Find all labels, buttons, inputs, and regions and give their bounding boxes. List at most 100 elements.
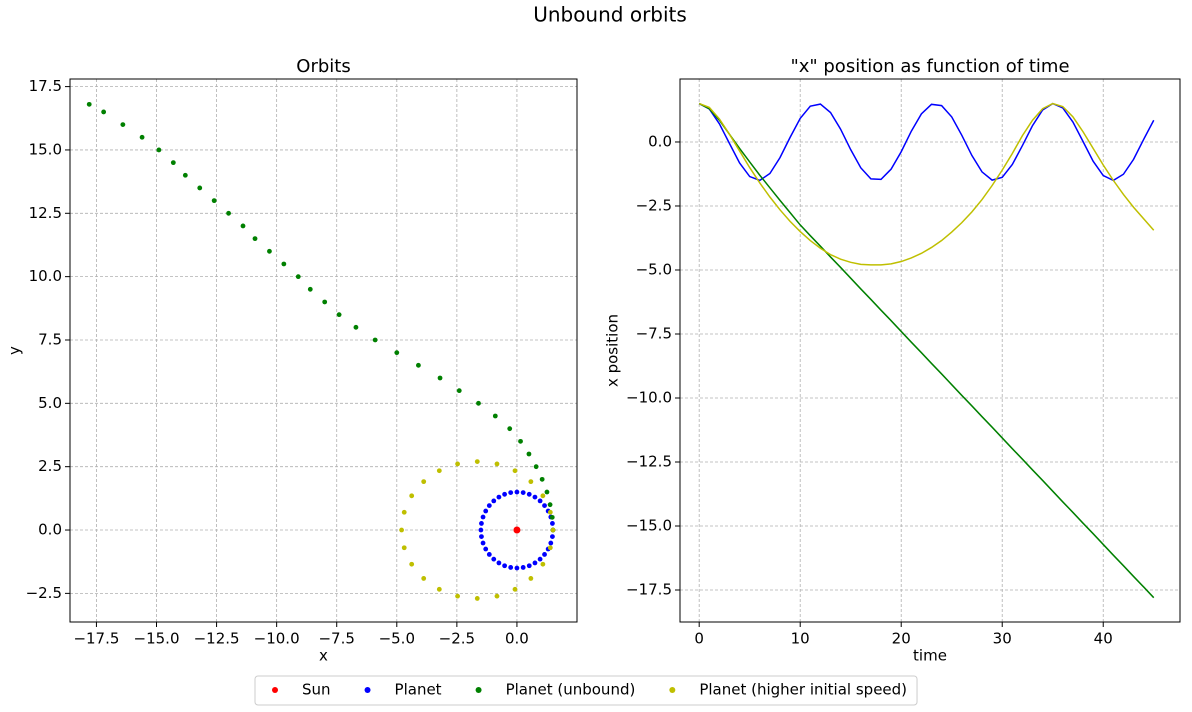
x-tick-label: −2.5	[439, 630, 475, 648]
point	[533, 464, 539, 470]
point	[226, 210, 231, 216]
point	[101, 109, 107, 115]
point	[537, 498, 543, 504]
point	[436, 586, 442, 592]
point	[528, 576, 534, 581]
point	[437, 375, 443, 381]
legend-label: Planet	[395, 681, 442, 699]
x-tick-label: 10	[791, 630, 810, 648]
point	[508, 490, 514, 495]
line	[698, 102, 1155, 599]
point	[86, 101, 92, 107]
point	[550, 521, 555, 526]
point	[520, 490, 526, 495]
point	[550, 527, 556, 533]
chart-title: "x" position as function of time	[790, 56, 1069, 77]
point	[281, 261, 287, 267]
point	[507, 426, 513, 432]
line	[698, 102, 1155, 182]
line	[698, 102, 1155, 266]
point	[479, 534, 484, 540]
x-tick-label: −12.5	[194, 630, 240, 648]
point	[456, 388, 462, 394]
point	[421, 576, 427, 581]
y-tick-label: −10.0	[626, 388, 672, 406]
point	[496, 494, 502, 500]
point	[156, 147, 162, 153]
point	[502, 491, 508, 497]
y-axis-label: y	[6, 346, 24, 355]
legend-label: Planet (higher initial speed)	[699, 681, 907, 699]
x-tick-label: 40	[1094, 630, 1113, 648]
x-tick-label: −17.5	[73, 630, 119, 648]
point	[476, 400, 481, 406]
point	[401, 509, 407, 515]
point	[322, 299, 328, 305]
x-tick-label: 30	[993, 630, 1012, 648]
legend-marker	[364, 687, 371, 693]
point	[394, 350, 400, 356]
point	[421, 479, 427, 485]
point	[514, 565, 520, 571]
legend-label: Sun	[302, 681, 331, 699]
point	[416, 362, 421, 368]
point	[483, 546, 489, 552]
point	[496, 560, 502, 566]
point	[455, 593, 460, 599]
point	[455, 461, 460, 467]
chart-title: Orbits	[296, 56, 350, 77]
point	[549, 514, 555, 520]
point	[480, 540, 486, 546]
point	[550, 534, 555, 540]
point	[542, 552, 547, 557]
x-tick-label: 0	[694, 630, 704, 648]
point	[528, 479, 534, 485]
x-axis-label: x	[319, 647, 328, 665]
x-tick-label: 20	[892, 630, 911, 648]
y-axis-label: x position	[604, 314, 622, 387]
point	[399, 527, 404, 533]
y-tick-label: 0.0	[38, 521, 62, 539]
point	[508, 565, 514, 570]
legend-label: Planet (unbound)	[506, 681, 636, 699]
point	[540, 493, 546, 499]
point	[547, 545, 553, 551]
y-tick-label: 17.5	[29, 77, 62, 95]
point	[401, 545, 407, 551]
point	[491, 556, 497, 562]
point	[267, 248, 272, 254]
y-tick-label: −2.5	[26, 584, 62, 602]
point	[170, 160, 176, 166]
point	[436, 468, 442, 474]
point	[542, 503, 547, 508]
y-tick-label: 2.5	[38, 457, 62, 475]
point	[512, 468, 518, 474]
point	[547, 509, 553, 515]
point	[336, 312, 342, 318]
point	[409, 561, 415, 567]
point	[526, 491, 532, 497]
legend-marker	[272, 687, 278, 693]
point	[492, 413, 498, 419]
point	[478, 527, 484, 533]
point	[182, 172, 188, 178]
legend-frame	[254, 675, 918, 706]
point	[526, 451, 532, 457]
point	[480, 514, 486, 520]
y-tick-label: −17.5	[626, 580, 672, 598]
y-tick-label: −12.5	[626, 452, 672, 470]
point	[547, 502, 553, 508]
point	[211, 198, 217, 204]
x-tick-label: 0.0	[505, 630, 529, 648]
legend-marker	[669, 687, 676, 693]
point	[353, 324, 359, 330]
plot-frame	[69, 78, 578, 623]
y-tick-label: 0.0	[648, 132, 672, 150]
y-tick-label: −5.0	[636, 260, 672, 278]
point	[197, 185, 203, 191]
point	[539, 476, 545, 482]
y-tick-label: 12.5	[29, 204, 62, 222]
y-tick-label: 7.5	[38, 330, 62, 348]
point	[372, 337, 378, 343]
y-tick-label: −2.5	[636, 196, 672, 214]
